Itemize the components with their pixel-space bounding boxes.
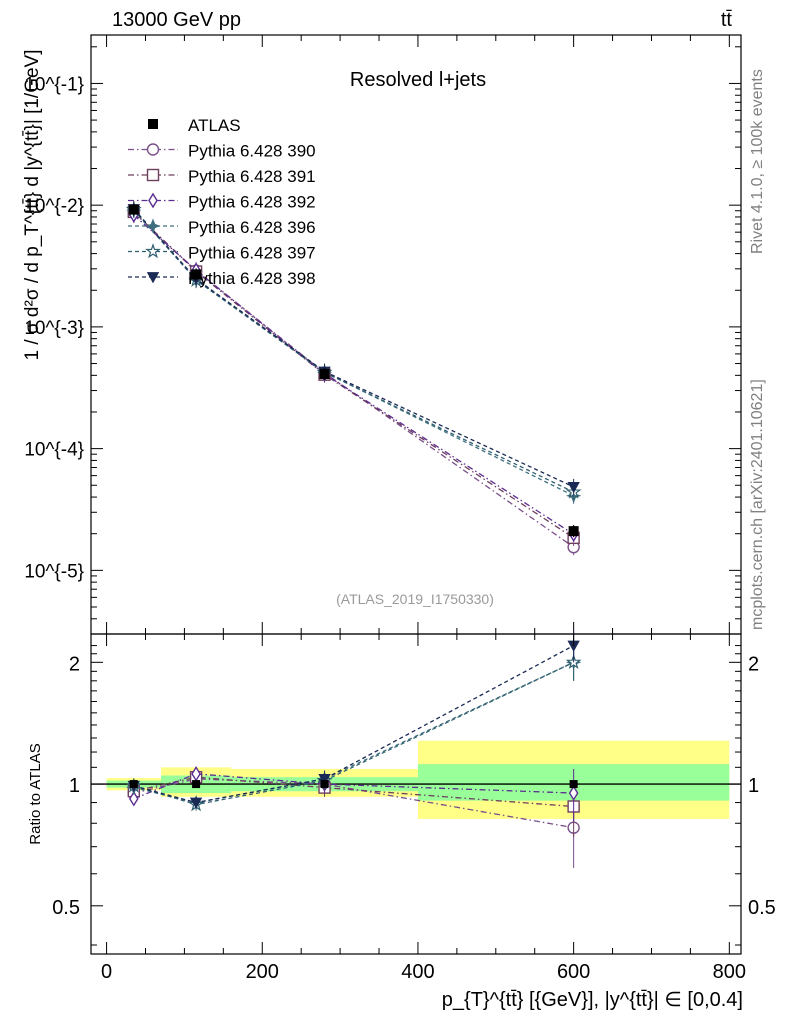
x-tick-label: 400 [401,961,434,983]
x-axis-label: p_{T}^{tt̄} [{GeV}], |y^{tt̄}| ∈ [0,0.4] [442,989,743,1011]
ratio-tick-label-right: 1 [748,775,759,797]
legend-label-1: Pythia 6.428 391 [188,167,316,186]
side-label-rivet: Rivet 4.1.0, ≥ 100k events [749,69,766,254]
y-tick-label: 10^{-5} [24,561,84,582]
main-line-2 [133,214,574,535]
analysis-watermark: (ATLAS_2019_I1750330) [336,591,494,607]
main-line-1 [133,211,574,539]
legend-marker-3 [145,218,161,234]
main-line-0 [133,212,575,548]
data-point-2 [319,369,330,380]
ratio-point-2-0 [128,790,139,807]
ratio-data-point-2 [320,780,329,789]
ratio-content [91,630,741,869]
legend: ATLAS Pythia 6.428 390 Pythia 6.428 391 Pyt… [128,116,316,288]
legend-label-2: Pythia 6.428 392 [188,193,316,212]
ratio-tick-label-left: 2 [69,653,80,675]
y-tick-label: 10^{-3} [24,318,84,339]
legend-marker-1 [146,168,160,182]
ratio-panel: 0.5 0.5 1 1 2 2 Ratio to ATLAS [27,630,776,955]
y-tick-label: 10^{-2} [24,196,84,217]
ratio-line-2 [133,773,574,800]
y-axis-label: 1 / σ d²σ / d p_T^{tt̄} d |y^{tt̄}| [1/G… [22,50,43,361]
x-tick-label: 0 [101,961,112,983]
main-ticks: 10^{-5} 10^{-4} 10^{-3} 10^{-2} 10^{-1} [24,35,741,635]
chart-title: Resolved l+jets [350,69,486,91]
y-tick-label: 10^{-4} [24,440,84,461]
header-right: tt̄ [721,9,733,31]
main-panel: 10^{-5} 10^{-4} 10^{-3} 10^{-2} 10^{-1} Reso… [22,34,742,635]
data-point-0 [128,204,139,215]
ratio-y-label: Ratio to ATLAS [27,743,44,844]
ratio-tick-label-right: 2 [748,653,759,675]
ratio-data-point-0 [129,780,138,789]
legend-label-4: Pythia 6.428 397 [188,244,316,263]
ratio-line-1 [133,776,574,808]
main-content [125,201,582,556]
legend-label-5: Pythia 6.428 398 [188,269,316,288]
ratio-frame [90,633,742,955]
ratio-tick-label-left: 1 [69,775,80,797]
header-left: 13000 GeV pp [112,9,241,31]
legend-marker-0 [146,143,160,156]
ratio-data-point-1 [192,780,201,789]
legend-label-3: Pythia 6.428 396 [188,218,316,237]
legend-marker-4 [145,243,161,259]
legend-label-0: Pythia 6.428 390 [188,142,316,161]
main-point-5-3 [567,481,580,494]
ratio-point-2-3 [568,785,579,801]
data-point-1 [191,269,202,280]
legend-label-data: ATLAS [188,116,241,135]
legend-marker-2 [148,192,158,209]
ratio-data-point-3 [569,780,578,789]
data-point-3 [568,526,579,537]
ratio-point-5-1 [189,797,203,809]
legend-marker-5 [146,272,160,284]
x-tick-label: 600 [557,961,590,983]
x-tick-label: 800 [713,961,746,983]
legend-marker-data [148,119,158,129]
y-tick-label: 10^{-1} [24,74,84,95]
x-tick-labels: 0 200 400 600 800 [101,961,746,983]
side-label-mcplots: mcplots.cern.ch [arXiv:2401.10621] [749,379,766,630]
ratio-point-5-2 [318,773,331,786]
ratio-tick-label-right: 0.5 [748,897,776,919]
ratio-line-0 [133,778,574,829]
ratio-line-5 [133,645,574,804]
x-tick-label: 200 [246,961,279,983]
ratio-ticks: 0.5 0.5 1 1 2 2 [52,634,776,954]
ratio-tick-label-left: 0.5 [52,897,80,919]
